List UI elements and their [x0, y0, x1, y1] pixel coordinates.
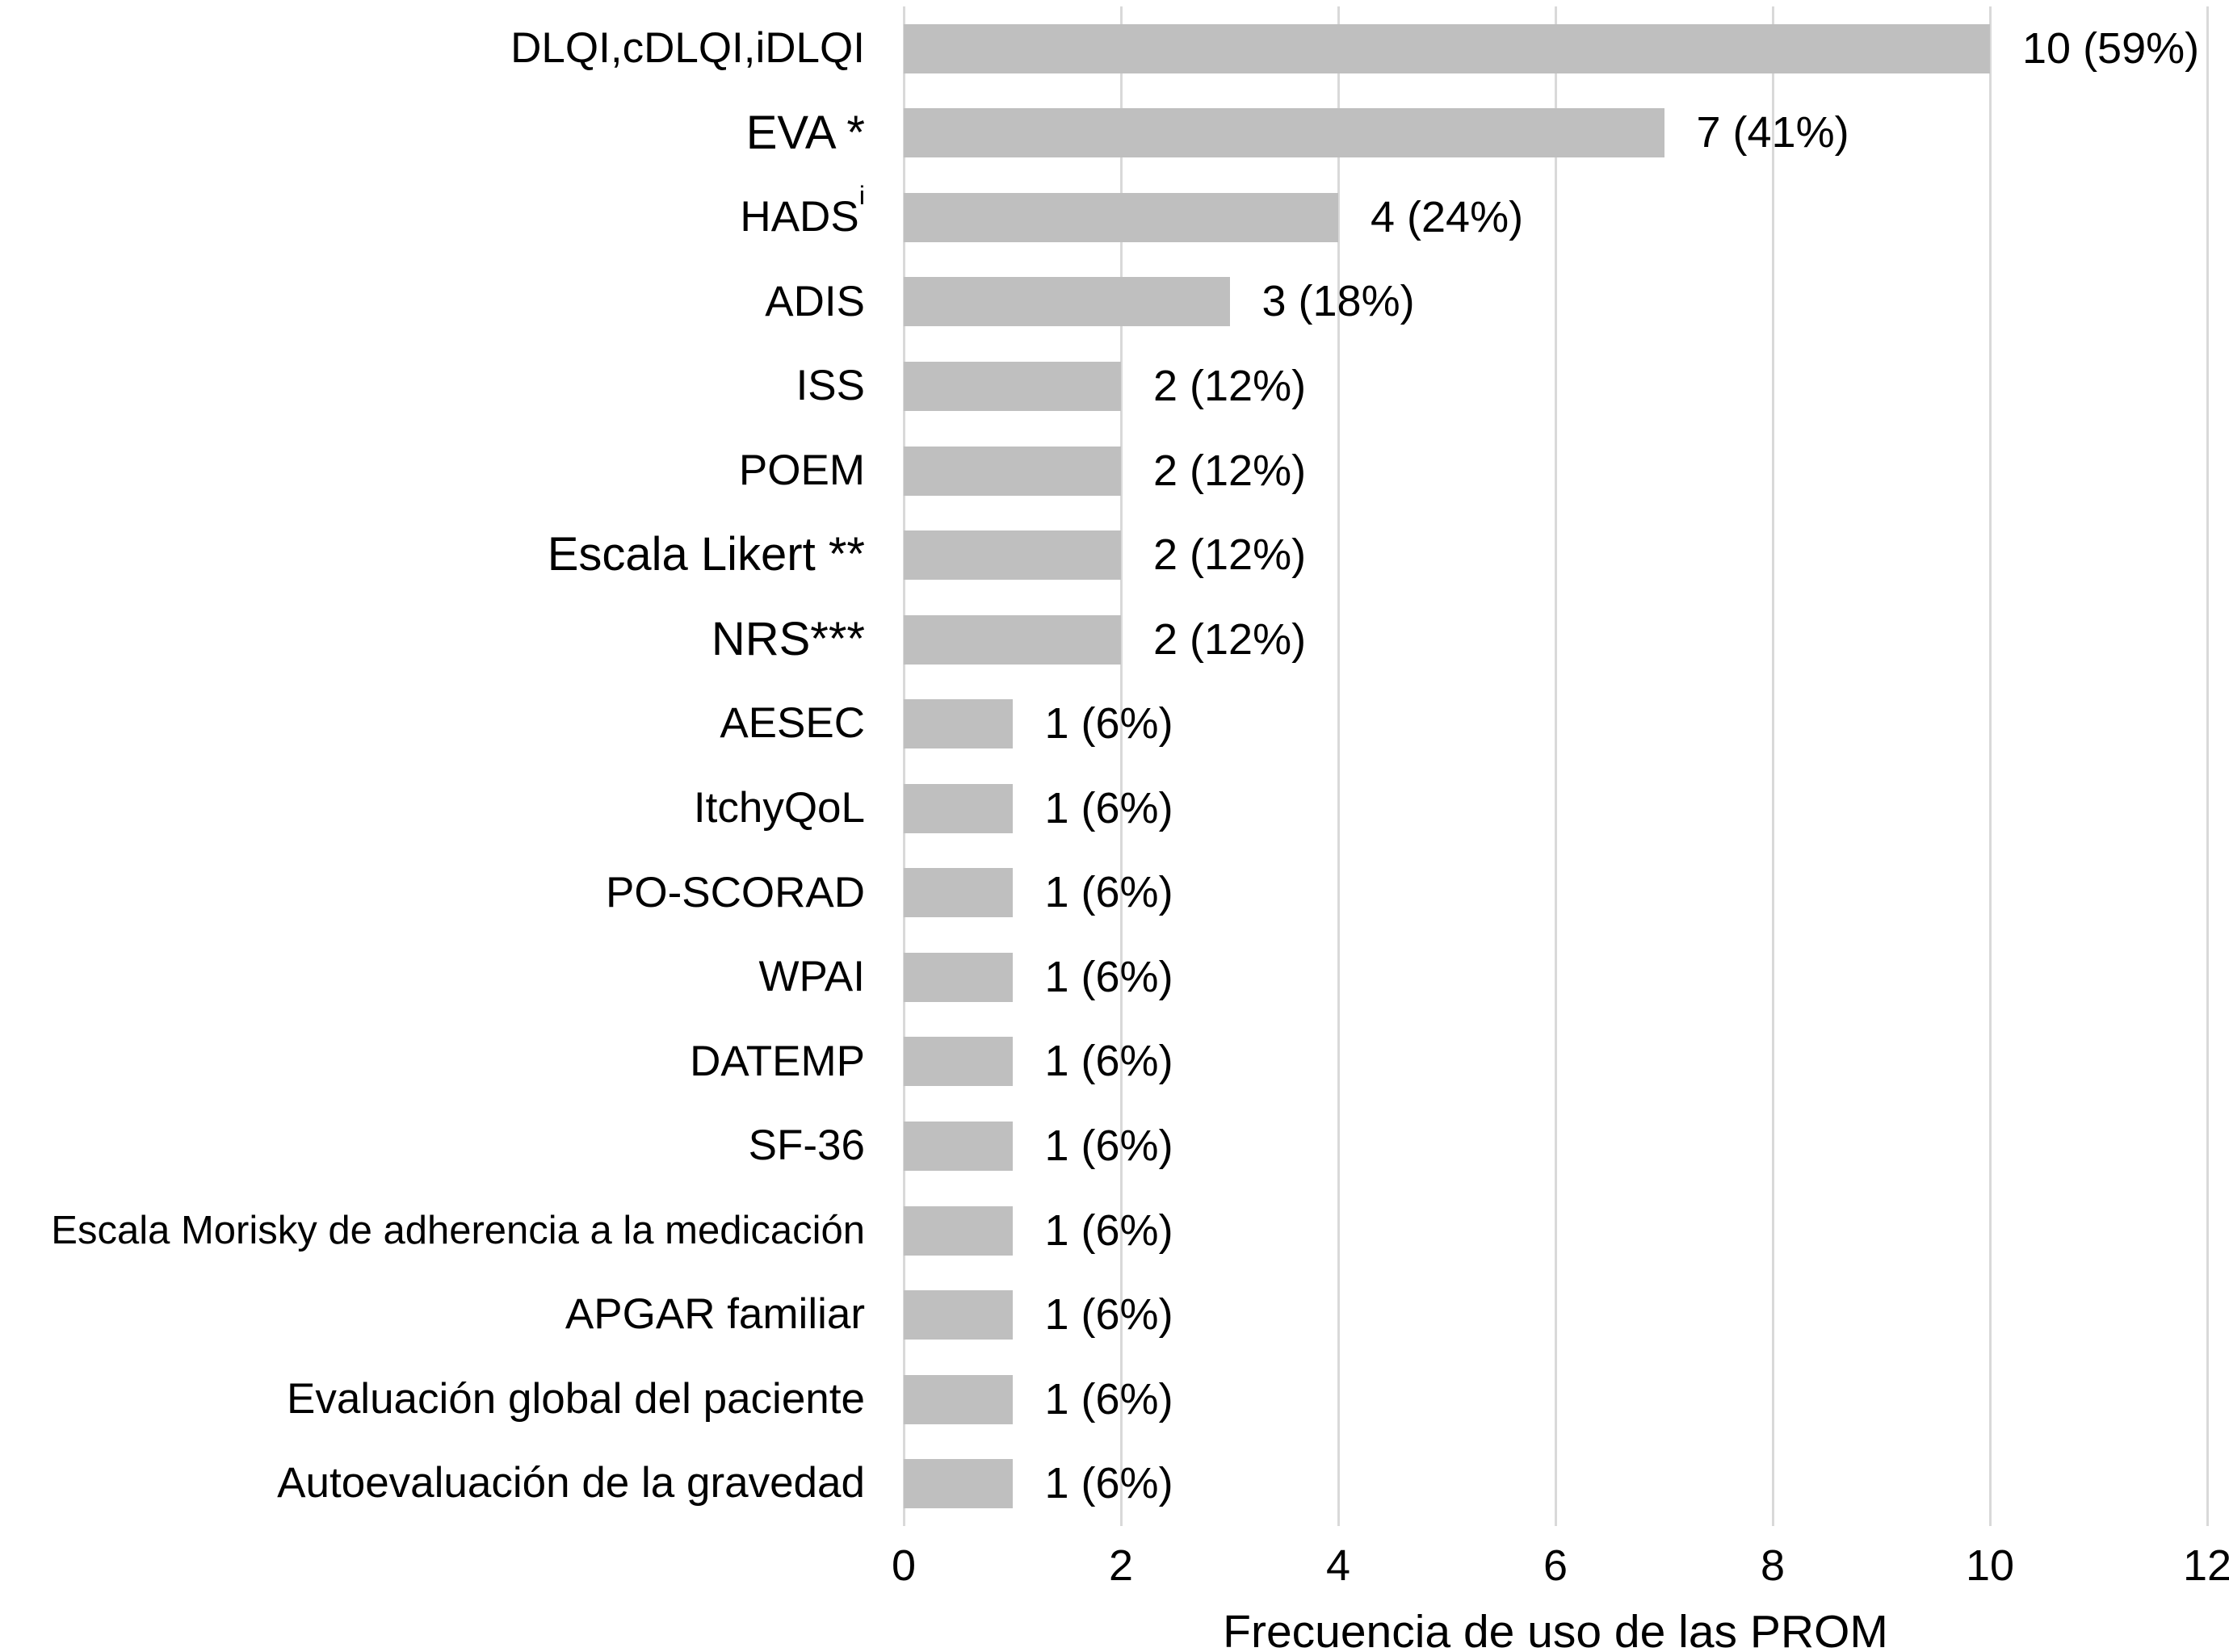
bar-value-label: 1 (6%): [1044, 699, 1173, 748]
category-label: NRS***: [711, 612, 865, 665]
category-label: Escala Likert **: [547, 528, 865, 581]
category-label: SF-36: [748, 1122, 865, 1170]
bar-row: 7 (41%): [904, 91, 2207, 176]
bar-row: 2 (12%): [904, 429, 2207, 514]
category-label-superscript: i: [858, 179, 865, 210]
bar: [904, 1037, 1013, 1087]
bar: [904, 699, 1013, 749]
bar-row: 1 (6%): [904, 1189, 2207, 1273]
gridline-x-4: [1337, 6, 1340, 1526]
x-tick-label-4: 4: [1325, 1541, 1351, 1590]
bar: [904, 361, 1121, 411]
bar-row: 1 (6%): [904, 1357, 2207, 1442]
bar-row: 10 (59%): [904, 6, 2207, 91]
bar-value-label: 1 (6%): [1044, 783, 1173, 832]
bar-value-label: 2 (12%): [1153, 446, 1307, 495]
x-tick-label-2: 2: [1108, 1541, 1134, 1590]
bar: [904, 446, 1121, 496]
category-label: EVA *: [745, 106, 865, 159]
bar-row: 1 (6%): [904, 766, 2207, 851]
gridline-x-6: [1555, 6, 1557, 1526]
bar-row: 1 (6%): [904, 681, 2207, 766]
bar-value-label: 3 (18%): [1261, 277, 1415, 326]
bar: [904, 868, 1013, 918]
x-tick-label-0: 0: [891, 1541, 917, 1590]
bar-row: 2 (12%): [904, 513, 2207, 597]
bar: [904, 108, 1664, 158]
x-tick-label-10: 10: [1965, 1541, 2015, 1590]
bar: [904, 783, 1013, 833]
category-label: Autoevaluación de la gravedad: [277, 1459, 865, 1507]
bar-row: 1 (6%): [904, 935, 2207, 1020]
bar-value-label: 2 (12%): [1153, 361, 1307, 410]
gridline-x-8: [1772, 6, 1774, 1526]
category-label: WPAI: [758, 953, 865, 1001]
category-label: Evaluación global del paciente: [286, 1374, 865, 1423]
bar-value-label: 1 (6%): [1044, 1205, 1173, 1255]
bar: [904, 192, 1338, 242]
category-label: APGAR familiar: [565, 1290, 865, 1339]
bar-row: 1 (6%): [904, 1104, 2207, 1189]
category-labels: DLQI,cDLQI,iDLQI EVA * HADSi ADIS ISS POEM Esc…: [0, 6, 865, 1526]
bar-value-label: 1 (6%): [1044, 868, 1173, 917]
category-label: Escala Morisky de adherencia a la medica…: [51, 1208, 865, 1252]
bar: [904, 530, 1121, 581]
category-label: HADSi: [740, 179, 865, 241]
bar-row: 4 (24%): [904, 175, 2207, 260]
bar-value-label: 7 (41%): [1696, 108, 1849, 157]
bar-value-label: 2 (12%): [1153, 530, 1307, 580]
bar: [904, 1290, 1013, 1340]
bar: [904, 1459, 1013, 1509]
gridline-x-0: [903, 6, 905, 1526]
bar: [904, 952, 1013, 1002]
bar-value-label: 1 (6%): [1044, 1037, 1173, 1086]
category-label: ISS: [795, 362, 865, 410]
bar-row: 1 (6%): [904, 1441, 2207, 1526]
bar-row: 1 (6%): [904, 1020, 2207, 1105]
category-label: PO-SCORAD: [606, 868, 865, 916]
bar: [904, 1121, 1013, 1171]
category-label: DLQI,cDLQI,iDLQI: [510, 24, 865, 72]
bar: [904, 614, 1121, 665]
plot-area: 10 (59%) 7 (41%) 4 (24%) 3 (18%) 2 (12%) 2 (1…: [903, 6, 2209, 1526]
x-tick-label-8: 8: [1760, 1541, 1786, 1590]
bar-value-label: 1 (6%): [1044, 1374, 1173, 1423]
gridline-x-10: [1989, 6, 1992, 1526]
bar: [904, 1205, 1013, 1256]
x-tick-label-12: 12: [2182, 1541, 2229, 1590]
bar-value-label: 1 (6%): [1044, 1121, 1173, 1170]
x-tick-label-6: 6: [1543, 1541, 1568, 1590]
category-label: ItchyQoL: [693, 784, 865, 832]
bar-row: 2 (12%): [904, 597, 2207, 682]
bar-value-label: 1 (6%): [1044, 952, 1173, 1001]
bar-row: 1 (6%): [904, 1273, 2207, 1357]
gridline-x-12: [2206, 6, 2209, 1526]
gridline-x-2: [1120, 6, 1123, 1526]
bar-value-label: 1 (6%): [1044, 1459, 1173, 1508]
category-label: DATEMP: [690, 1037, 865, 1085]
bar-row: 1 (6%): [904, 851, 2207, 936]
bar-value-label: 1 (6%): [1044, 1290, 1173, 1340]
bar-row: 3 (18%): [904, 260, 2207, 345]
bar-value-label: 2 (12%): [1153, 614, 1307, 664]
bar-value-label: 10 (59%): [2022, 23, 2200, 73]
bar: [904, 1374, 1013, 1424]
bar-value-label: 4 (24%): [1371, 192, 1524, 241]
bar: [904, 277, 1230, 327]
bar: [904, 23, 1990, 73]
bar-row: 2 (12%): [904, 344, 2207, 429]
category-label: POEM: [738, 446, 865, 494]
category-label: ADIS: [765, 277, 865, 325]
x-axis-title: Frecuencia de uso de las PROM: [1223, 1606, 1888, 1652]
category-label: AESEC: [720, 699, 865, 748]
